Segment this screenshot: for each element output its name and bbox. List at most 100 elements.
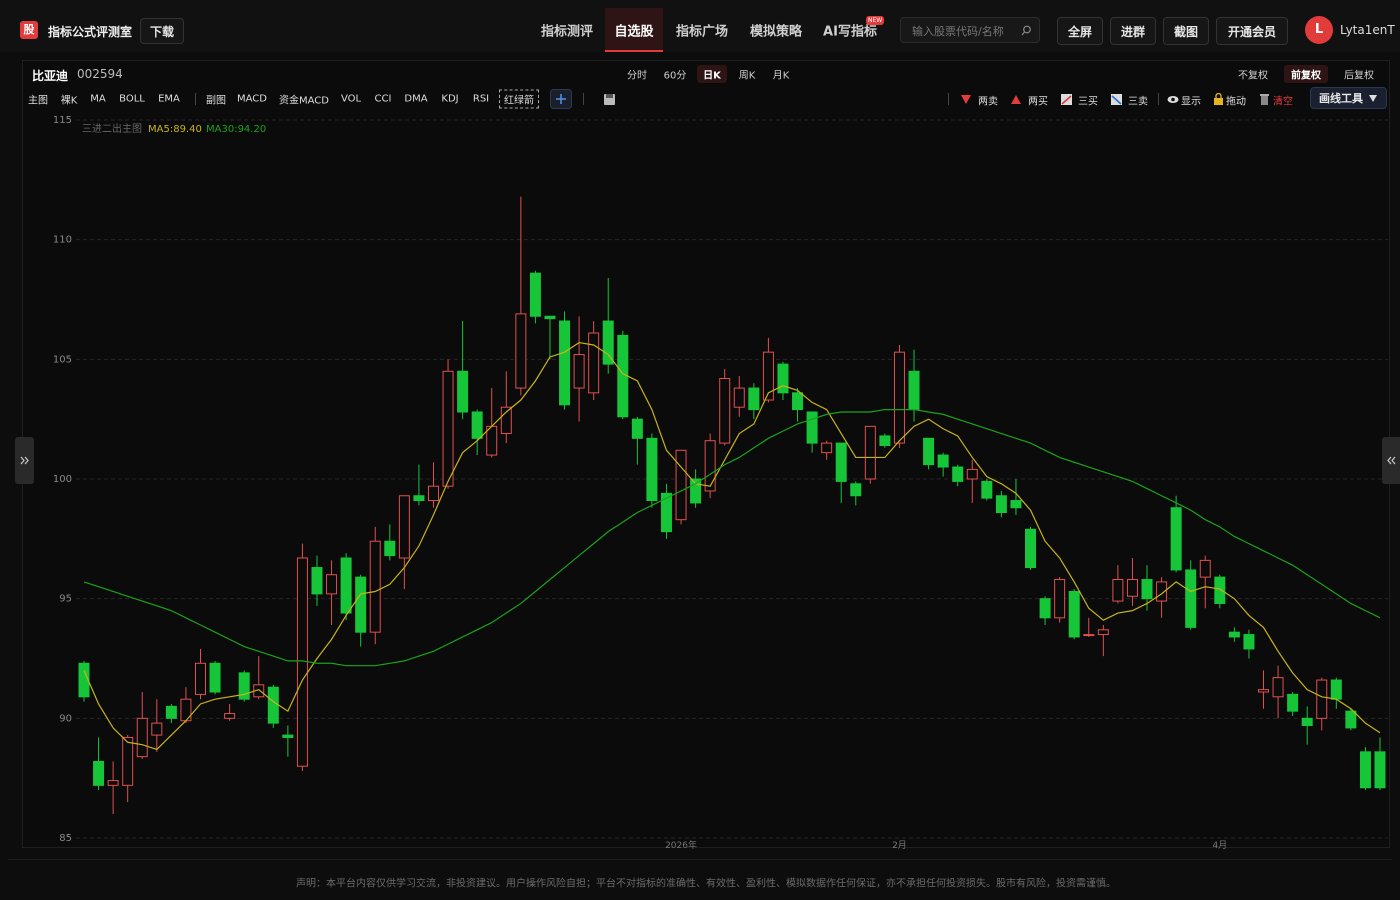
download-button[interactable]: 下载 bbox=[140, 18, 184, 44]
logo: 股 bbox=[20, 21, 38, 39]
adjust[interactable]: 不复权 bbox=[1238, 70, 1268, 82]
main-indicator[interactable]: EMA bbox=[158, 93, 180, 105]
header-button[interactable]: 开通会员 bbox=[1216, 17, 1288, 45]
add-button[interactable] bbox=[550, 89, 572, 109]
candle-body bbox=[1185, 569, 1197, 628]
candle-body bbox=[165, 705, 177, 719]
candle-body bbox=[1025, 528, 1037, 569]
period[interactable]: 周K bbox=[738, 70, 756, 82]
site-title: 指标公式评测室 bbox=[48, 25, 133, 39]
candle-body bbox=[573, 354, 585, 389]
signal-tool[interactable]: 三卖 bbox=[1128, 96, 1148, 108]
sub-indicator[interactable]: DMA bbox=[404, 93, 428, 105]
y-tick-label: 110 bbox=[53, 235, 72, 246]
draw-tool-button[interactable]: 画线工具 bbox=[1310, 87, 1387, 109]
candle-body bbox=[1345, 710, 1357, 729]
main-indicator[interactable]: BOLL bbox=[119, 93, 145, 105]
eye-icon bbox=[1167, 96, 1179, 103]
signal-tool[interactable]: 两卖 bbox=[978, 96, 998, 108]
adjust[interactable]: 后复权 bbox=[1344, 70, 1374, 82]
nav-item[interactable]: 指标测评 bbox=[540, 24, 594, 40]
period[interactable]: 月K bbox=[772, 70, 790, 82]
candle-body bbox=[1054, 579, 1066, 619]
nav-item[interactable]: AI写指标 bbox=[823, 24, 877, 40]
signal-tool[interactable]: 清空 bbox=[1273, 96, 1293, 108]
separator bbox=[1158, 93, 1159, 105]
candle-body bbox=[1272, 677, 1284, 698]
candle-body bbox=[646, 437, 658, 502]
candle-body bbox=[733, 387, 745, 408]
username: Lyta1enT bbox=[1340, 23, 1395, 37]
candle-body bbox=[93, 760, 105, 786]
candle-body bbox=[879, 435, 891, 446]
y-tick-label: 115 bbox=[53, 115, 72, 126]
left-side-tab[interactable] bbox=[15, 437, 34, 484]
buy-icon bbox=[1011, 95, 1021, 104]
sub-indicator[interactable]: CCI bbox=[374, 93, 392, 105]
candle-body bbox=[1214, 576, 1226, 604]
signal-tool[interactable]: 显示 bbox=[1181, 96, 1201, 108]
sub-indicator[interactable]: MACD bbox=[237, 93, 267, 105]
sub-indicator[interactable]: RSI bbox=[472, 93, 490, 105]
x-tick-label: 2月 bbox=[892, 840, 907, 851]
nav-item[interactable]: 模拟策略 bbox=[749, 24, 803, 40]
main-indicator[interactable]: MA bbox=[90, 93, 106, 105]
candle-body bbox=[136, 717, 148, 758]
candle-body bbox=[995, 495, 1007, 514]
main-indicator[interactable]: 主图 bbox=[28, 95, 48, 107]
separator bbox=[948, 93, 949, 105]
adjust[interactable]: 前复权 bbox=[1291, 70, 1321, 82]
candle-body bbox=[1330, 679, 1342, 700]
candle-body bbox=[1097, 629, 1109, 636]
candle-body bbox=[908, 370, 920, 411]
signal-tool[interactable]: 拖动 bbox=[1226, 96, 1246, 108]
header-button[interactable]: 进群 bbox=[1110, 17, 1156, 45]
nav-item[interactable]: 指标广场 bbox=[675, 24, 729, 40]
avatar[interactable]: L bbox=[1305, 16, 1333, 44]
candle-body bbox=[762, 351, 774, 401]
period[interactable]: 60分 bbox=[663, 70, 687, 82]
sub-indicator[interactable]: 副图 bbox=[206, 95, 226, 107]
save-icon[interactable] bbox=[603, 93, 616, 106]
candle-body bbox=[952, 466, 964, 482]
y-tick-label: 100 bbox=[53, 474, 72, 485]
main-indicator[interactable]: 裸K bbox=[60, 95, 78, 107]
period[interactable]: 日K bbox=[703, 70, 721, 82]
legend-entry: MA30:94.20 bbox=[206, 124, 266, 135]
buy3-icon bbox=[1061, 94, 1072, 105]
sub-indicator[interactable]: 资金MACD bbox=[279, 95, 329, 107]
candle-body bbox=[1316, 679, 1328, 719]
sub-indicator[interactable]: 红绿箭 bbox=[499, 89, 539, 109]
header-button[interactable]: 截图 bbox=[1163, 17, 1209, 45]
signal-tool[interactable]: 两买 bbox=[1028, 96, 1048, 108]
candle-body bbox=[588, 332, 600, 394]
adjust-active-bg bbox=[1284, 65, 1328, 83]
candle-body bbox=[1199, 559, 1211, 578]
y-tick-label: 90 bbox=[59, 713, 72, 724]
candle-body bbox=[1374, 751, 1386, 789]
candle-body bbox=[384, 540, 396, 557]
candle-body bbox=[413, 495, 425, 502]
x-tick-label: 2026年 bbox=[665, 839, 697, 851]
period[interactable]: 分时 bbox=[627, 70, 647, 82]
header-button[interactable]: 全屏 bbox=[1057, 17, 1103, 45]
sell3-icon bbox=[1111, 94, 1122, 105]
right-side-tab[interactable] bbox=[1382, 437, 1400, 484]
candle-body bbox=[1156, 581, 1168, 602]
y-tick-label: 95 bbox=[59, 594, 72, 605]
candle-body bbox=[821, 442, 833, 454]
search-box[interactable] bbox=[900, 17, 1040, 43]
candle-body bbox=[937, 454, 949, 468]
candle-body bbox=[398, 495, 410, 559]
stock-code: 002594 bbox=[77, 67, 123, 81]
candle-body bbox=[267, 686, 279, 724]
nav-item[interactable]: 自选股 bbox=[614, 24, 654, 40]
candle-body bbox=[864, 425, 876, 480]
new-badge: NEW bbox=[866, 16, 885, 25]
candle-body bbox=[1258, 689, 1270, 693]
sub-indicator[interactable]: VOL bbox=[340, 93, 362, 105]
sub-indicator[interactable]: KDJ bbox=[441, 93, 459, 105]
candle-body bbox=[355, 576, 367, 633]
signal-tool[interactable]: 三买 bbox=[1078, 96, 1098, 108]
